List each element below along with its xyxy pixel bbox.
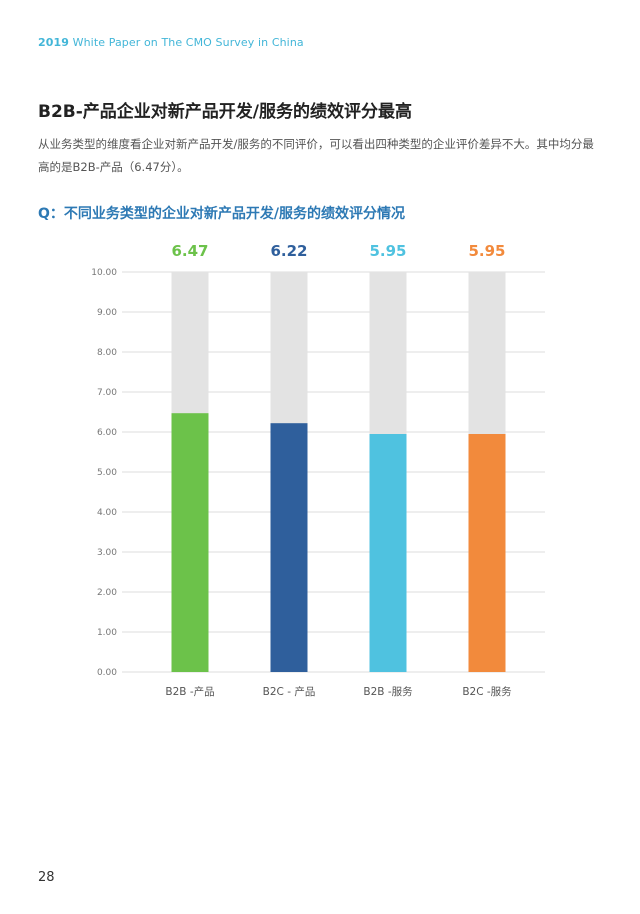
y-tick-label: 10.00 (91, 268, 117, 278)
y-tick-label: 9.00 (97, 308, 117, 318)
x-tick-label: B2C - 产品 (263, 685, 316, 698)
y-tick-label: 7.00 (97, 388, 117, 398)
value-bar (270, 423, 308, 672)
value-bar (171, 413, 209, 672)
y-tick-label: 1.00 (97, 628, 117, 638)
y-tick-label: 3.00 (97, 548, 117, 558)
y-tick-label: 0.00 (97, 668, 117, 678)
value-bar (369, 434, 407, 672)
y-tick-label: 4.00 (97, 508, 117, 518)
y-tick-label: 5.00 (97, 468, 117, 478)
page-number: 28 (38, 870, 55, 885)
data-label: 5.95 (369, 242, 406, 260)
chart-title: Q：不同业务类型的企业对新产品开发/服务的绩效评分情况 (38, 206, 406, 222)
header-title: White Paper on The CMO Survey in China (72, 36, 304, 49)
x-tick-label: B2B -产品 (165, 685, 214, 698)
x-tick-label: B2C -服务 (462, 685, 512, 698)
document-header: 2019 White Paper on The CMO Survey in Ch… (38, 36, 304, 49)
value-bar (468, 434, 506, 672)
intro-paragraph: 从业务类型的维度看企业对新产品开发/服务的不同评价，可以看出四种类型的企业评价差… (38, 137, 594, 174)
data-label: 6.47 (171, 242, 208, 260)
x-tick-label: B2B -服务 (363, 685, 413, 698)
data-label: 6.22 (270, 242, 307, 260)
y-tick-label: 6.00 (97, 428, 117, 438)
y-tick-label: 2.00 (97, 588, 117, 598)
data-label: 5.95 (468, 242, 505, 260)
y-tick-label: 8.00 (97, 348, 117, 358)
header-year: 2019 (38, 36, 70, 49)
section-title: B2B-产品企业对新产品开发/服务的绩效评分最高 (38, 102, 413, 122)
